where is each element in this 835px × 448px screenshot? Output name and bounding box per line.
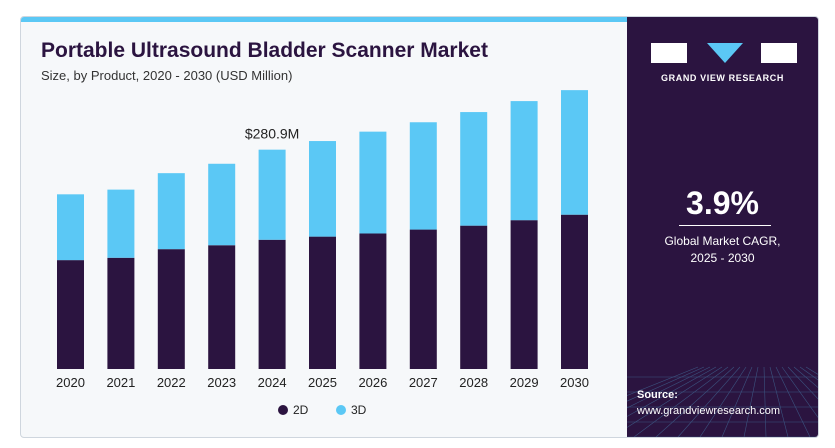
grid-line [769, 366, 789, 437]
bar-2d-2021 [107, 257, 135, 369]
legend-marker-2d [278, 405, 288, 415]
grid-line [743, 366, 759, 437]
annotation-group: $280.9M [245, 126, 299, 142]
legend-label-3d: 3D [351, 403, 367, 417]
bar-3d-2023 [208, 163, 236, 246]
grid-line [627, 366, 711, 409]
logo-v-mark [707, 43, 743, 63]
cagr-label-line2: 2025 - 2030 [690, 251, 755, 265]
x-tick-label: 2020 [56, 375, 85, 390]
legend: 2D 3D [278, 403, 367, 417]
grid-line [787, 366, 818, 400]
grid-line [627, 366, 705, 402]
grid-line [775, 366, 811, 437]
bar-3d-2026 [359, 131, 387, 234]
x-tick-label: 2025 [308, 375, 337, 390]
x-tick-label: 2029 [510, 375, 539, 390]
grid-line [627, 366, 723, 428]
bar-3d-2029 [510, 101, 538, 221]
bar-2d-2024 [258, 239, 286, 369]
bar-2d-2025 [309, 236, 336, 369]
logo-text: GRAND VIEW RESEARCH [661, 73, 784, 83]
cagr-value: 3.9% [686, 185, 759, 221]
bar-3d-2028 [460, 112, 488, 226]
cagr-divider [679, 225, 771, 226]
x-tick-label: 2028 [459, 375, 488, 390]
bar-2d-2030 [561, 214, 588, 369]
chart-card: Portable Ultrasound Bladder Scanner Mark… [20, 16, 819, 438]
bar-2d-2028 [460, 225, 488, 369]
bar-3d-2025 [309, 141, 336, 237]
bar-2d-2022 [157, 249, 185, 369]
cagr-label: Global Market CAGR, 2025 - 2030 [627, 233, 818, 267]
x-tick-label: 2026 [358, 375, 387, 390]
source-label: Source: [637, 389, 678, 401]
x-tick-label: 2030 [560, 375, 589, 390]
grid-line [763, 366, 767, 437]
grid-line [627, 366, 717, 417]
bar-3d-2021 [107, 189, 135, 258]
bar-3d-2022 [157, 173, 185, 250]
bar-2d-2020 [57, 260, 84, 369]
x-tick-label: 2023 [207, 375, 236, 390]
bar-3d-2027 [409, 122, 437, 230]
bar-group [57, 90, 588, 369]
x-tick-label: 2024 [258, 375, 287, 390]
bar-2d-2023 [208, 245, 236, 369]
decorative-grid [627, 366, 818, 437]
grid-line [805, 366, 818, 375]
bar-3d-2024 [258, 149, 286, 240]
bar-2d-2026 [359, 233, 387, 369]
source-link[interactable]: www.grandviewresearch.com [637, 405, 781, 417]
accent-bar [21, 17, 627, 22]
chart-title: Portable Ultrasound Bladder Scanner Mark… [41, 39, 488, 62]
grid-line [721, 366, 753, 437]
logo-g-block [651, 43, 687, 63]
x-axis-labels: 2020 2021 2022 2023 2024 2025 2026 2027 2028 2029… [56, 375, 589, 390]
grid-line [633, 366, 729, 437]
bar-3d-2020 [57, 194, 84, 261]
x-tick-label: 2022 [157, 375, 186, 390]
annotation-label: $280.9M [245, 126, 299, 142]
grid-line [781, 366, 818, 418]
grid-line [655, 366, 735, 437]
bar-2d-2029 [510, 220, 538, 369]
bar-chart: 2020 2021 2022 2023 2024 2025 2026 2027 2028 2029… [56, 90, 589, 417]
logo-r-block [761, 43, 797, 63]
bar-2d-2027 [409, 229, 437, 369]
x-tick-label: 2021 [106, 375, 135, 390]
cagr-label-line1: Global Market CAGR, [664, 234, 781, 248]
legend-label-2d: 2D [293, 403, 309, 417]
grid-line [677, 366, 741, 437]
chart-subtitle: Size, by Product, 2020 - 2030 (USD Milli… [41, 68, 293, 83]
legend-marker-3d [336, 405, 346, 415]
grid-line [627, 366, 699, 396]
grid-line [793, 366, 818, 388]
x-tick-label: 2027 [409, 375, 438, 390]
info-panel: GRAND VIEW RESEARCH 3.9% Global Market C… [627, 17, 818, 437]
grid-line [799, 366, 818, 381]
grid-line [699, 366, 747, 437]
bar-3d-2030 [561, 90, 588, 215]
